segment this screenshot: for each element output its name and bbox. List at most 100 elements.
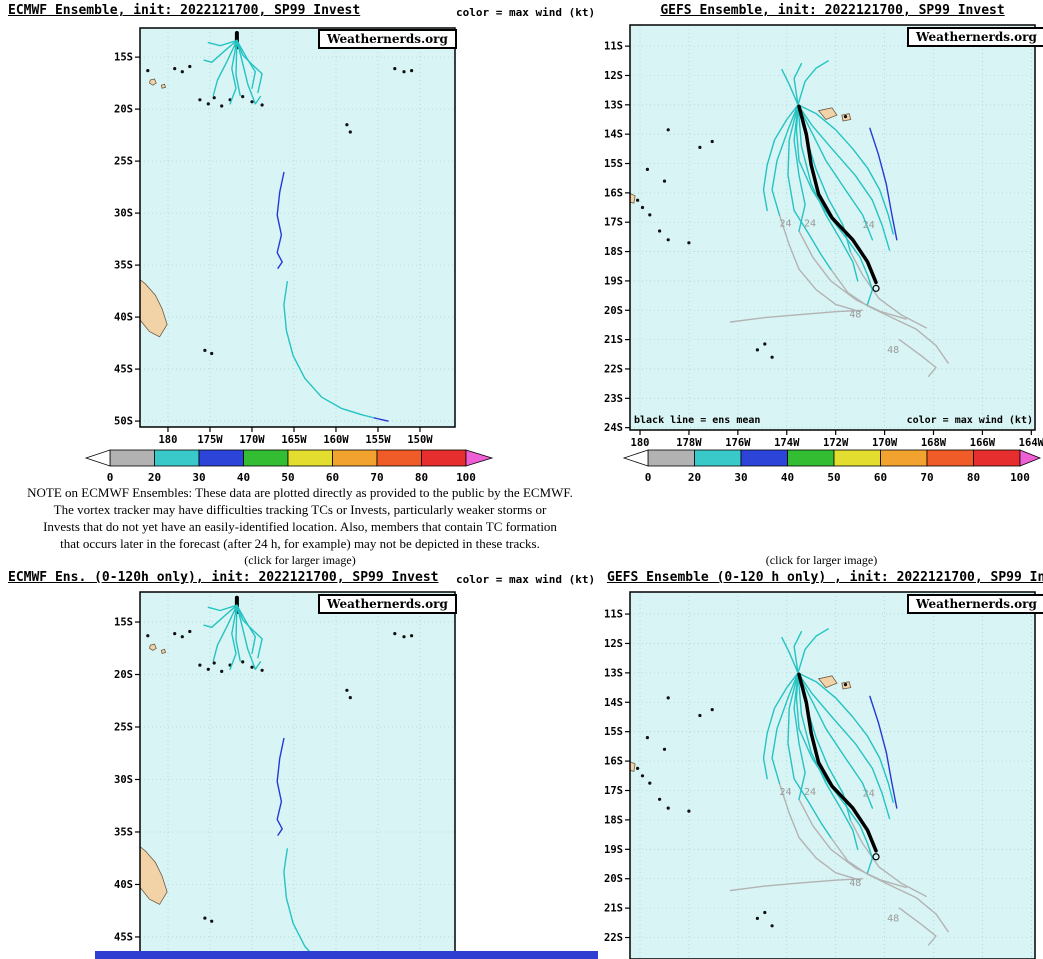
island-dot [698, 713, 702, 718]
ensemble-track-gray [729, 309, 864, 323]
island-dot [210, 351, 214, 356]
island-dot [220, 104, 224, 108]
island-dot [393, 67, 397, 71]
lat-tick-label: 12S [604, 638, 623, 650]
island-dot [666, 696, 670, 700]
ensemble-track-cyan [207, 604, 238, 612]
ensemble-track-cyan [781, 636, 799, 674]
ensemble-track-cyan [236, 39, 257, 90]
ensemble-track-cyan [771, 672, 799, 784]
forecast-hour-label: 24 [780, 219, 792, 230]
lon-tick-label: 180 [631, 437, 650, 449]
ensemble-track-cyan [797, 104, 874, 241]
panel-ecmwf-ensemble-120h: 15S 20S 25S 30S 35S 40S 45S ECMWF Ens. (0-120h… [0, 567, 600, 959]
lat-tick-label: 45S [114, 364, 133, 376]
lon-tick-label: 166W [970, 437, 996, 449]
land-mass [149, 78, 157, 86]
island-dot [640, 205, 645, 210]
island-dot [210, 919, 214, 923]
colorbar-label: 100 [1010, 471, 1030, 484]
ensemble-track-cyan [797, 104, 859, 282]
ensemble-track-cyan [781, 68, 799, 106]
island-dot [662, 747, 667, 751]
panel-title-ecmwf-120h: ECMWF Ens. (0-120h only), init: 20221217… [8, 570, 439, 585]
colorbar-left-arrow [622, 449, 649, 467]
forecast-hour-label: 48 [849, 878, 861, 889]
map-frame [629, 591, 1036, 959]
ensemble-track-cyan [235, 604, 241, 662]
lat-tick-label: 11S [604, 609, 623, 621]
island-dot [648, 213, 652, 217]
ensemble-track-blue [276, 737, 285, 836]
ensemble-track-cyan [797, 104, 891, 251]
colorbar-segment [154, 449, 200, 467]
ensemble-track-gray [830, 836, 949, 933]
colorbar-label: 80 [415, 471, 428, 484]
colorbar-segment [421, 449, 467, 467]
lat-tick-label: 30S [114, 774, 133, 786]
colorbar-right-arrow [465, 449, 494, 467]
ecmwf-ensemble-120h-map[interactable]: 15S 20S 25S 30S 35S 40S 45S [0, 567, 600, 959]
map-frame [139, 591, 456, 959]
gefs-ensemble-120h-map[interactable]: 24 24 24 48 48 11S 12S 13S 14S 15S 16S 17S 18S 19S 20S… [600, 567, 1043, 959]
lat-tick-label: 40S [114, 879, 133, 891]
ensemble-track-cyan [797, 672, 874, 809]
ecmwf-ensemble-map[interactable]: 15S 20S 25S 30S 35S 40S 45S 50S 180 175W 170W 165W 1… [0, 0, 600, 485]
ensemble-track-gray [778, 214, 861, 313]
panel-gefs-ensemble-120h: 24 24 24 48 48 11S 12S 13S 14S 15S 16S 17S 18S 19S 20S… [600, 567, 1043, 959]
note-line: NOTE on ECMWF Ensembles: These data are … [27, 485, 573, 500]
lat-tick-label: 30S [114, 208, 133, 220]
lat-tick-label: 21S [604, 334, 623, 346]
island-dot [146, 634, 150, 638]
island-dot [770, 355, 774, 359]
colorbar-label: 20 [688, 471, 701, 484]
island-dot [687, 241, 691, 245]
colorbar-label: 0 [107, 471, 114, 484]
note-line: that occurs later in the forecast (after… [60, 536, 540, 551]
land-mass [160, 648, 166, 655]
panel-gefs-ensemble: 24 24 24 48 48 11S 12S 13S 14S 15S 16S 17S 18S 19S 20S… [600, 0, 1043, 485]
lat-tick-label: 24S [604, 422, 623, 434]
colorbar-segment [880, 449, 928, 467]
ensemble-track-cyan [212, 604, 238, 662]
ensemble-track-cyan [229, 604, 238, 671]
lon-tick-label: 172W [823, 437, 849, 449]
colorbar-segment [973, 449, 1021, 467]
ensemble-track-cyan [229, 39, 238, 105]
lat-tick-label: 35S [114, 826, 133, 838]
weathernerds-watermark: Weathernerds.org [907, 27, 1043, 47]
lat-tick-label: 14S [604, 129, 623, 141]
ensemble-track-cyan [236, 604, 257, 655]
gefs-ensemble-map[interactable]: 24 24 24 48 48 11S 12S 13S 14S 15S 16S 17S 18S 19S 20S… [600, 0, 1043, 485]
land-mass [630, 192, 636, 204]
ensemble-track-gray [849, 819, 927, 898]
lat-tick-label: 13S [604, 667, 623, 679]
lat-tick-label: 20S [604, 305, 623, 317]
panel-title-ecmwf: ECMWF Ensemble, init: 2022121700, SP99 I… [8, 3, 361, 18]
island-dot [410, 69, 414, 73]
island-dot [173, 632, 177, 636]
lat-tick-label: 14S [604, 697, 623, 709]
ensemble-track-blue [869, 127, 898, 241]
colorbar-segment [833, 449, 881, 467]
colorbar-label: 60 [874, 471, 887, 484]
island-dot [393, 632, 397, 636]
land-mass [160, 83, 166, 89]
ecmwf-note: NOTE on ECMWF Ensembles: These data are … [20, 484, 580, 552]
island-dot [645, 736, 649, 740]
ensemble-track-cyan [203, 604, 238, 628]
ocean-background [140, 592, 455, 959]
island-dot [710, 708, 714, 712]
colorbar-label: 50 [281, 471, 294, 484]
land-mass [140, 846, 168, 905]
ensemble-track-cyan [212, 39, 238, 97]
ensemble-track-cyan [235, 39, 241, 97]
ocean-background [630, 25, 1035, 430]
lat-tick-label: 20S [114, 104, 133, 116]
island-dot [348, 130, 352, 134]
lat-tick-label: 15S [114, 52, 133, 64]
lon-tick-label: 170W [239, 434, 265, 446]
ensemble-track-cyan [797, 104, 894, 235]
ensemble-track-cyan [236, 39, 263, 94]
